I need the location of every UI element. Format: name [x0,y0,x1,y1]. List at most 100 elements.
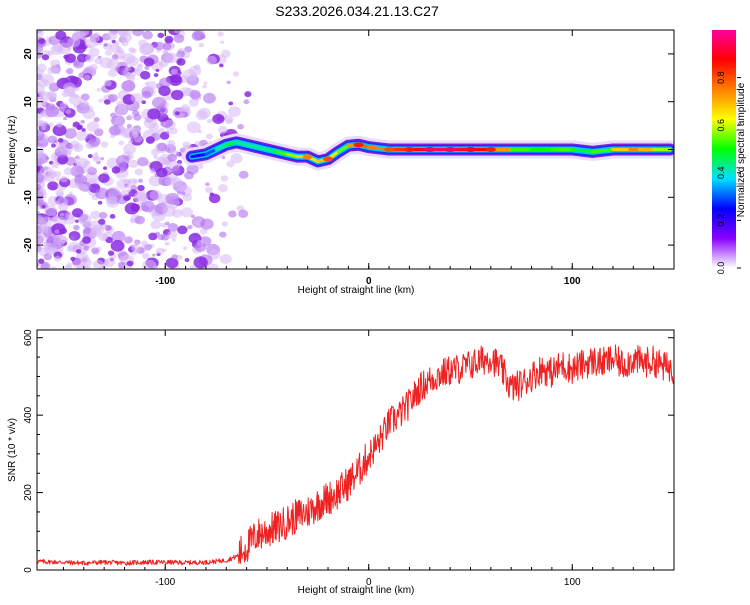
ridge-core-segment [214,143,228,151]
noise-speckle [202,84,207,89]
noise-speckle [174,111,180,116]
noise-speckle [177,190,182,195]
noise-speckle [55,176,61,181]
noise-region [37,30,252,269]
noise-speckle [152,253,156,257]
ridge-core-segment [255,145,269,151]
noise-speckle [37,166,41,172]
y-tick-label: -10 [23,190,34,205]
noise-speckle [137,63,143,68]
noise-speckle [98,232,109,242]
noise-speckle [80,119,85,124]
noise-speckle [220,40,225,44]
noise-speckle [74,161,81,167]
noise-speckle [232,71,240,77]
noise-speckle [56,192,64,198]
noise-speckle [52,234,66,246]
noise-speckle [168,74,183,86]
snr-panel: -100 0 100 0 200 400 600 Height of straight l… [7,329,675,596]
noise-speckle [209,263,219,269]
noise-speckle [224,115,234,124]
noise-speckle [64,128,77,139]
ridge-peak [323,156,334,162]
noise-speckle [186,121,201,134]
noise-speckle [38,226,46,234]
noise-speckle [177,59,182,64]
noise-speckle [41,204,46,209]
noise-speckle [155,68,160,72]
noise-speckle [132,110,140,117]
noise-speckle [230,153,243,164]
noise-speckle [71,208,84,218]
y-tick-label: 200 [23,484,34,501]
noise-speckle [111,54,119,60]
noise-speckle [37,46,43,54]
noise-speckle [159,77,172,88]
ridge-peak [353,142,364,148]
noise-speckle [38,38,46,45]
noise-speckle [98,218,106,225]
noise-speckle [220,175,229,182]
ridge-core-segment [234,140,249,147]
noise-speckle [51,266,57,269]
noise-speckle [37,129,45,141]
noise-speckle [93,260,105,269]
noise-speckle [165,221,170,226]
noise-speckle [177,225,188,235]
x-tick-label: -100 [155,577,175,588]
snr-y-label: SNR (10 * v/v) [7,418,18,482]
noise-speckle [172,167,181,175]
noise-speckle [110,240,125,252]
noise-speckle [121,161,127,167]
y-tick-label: 10 [23,96,34,108]
noise-speckle [106,31,118,41]
noise-speckle [134,215,145,225]
noise-speckle [212,113,225,125]
noise-speckle [187,224,193,230]
noise-speckle [121,80,136,92]
noise-speckle [143,57,155,67]
spectrogram-y-ticks: -20 -10 0 10 20 [23,48,674,252]
noise-speckle [221,155,226,159]
noise-speckle [170,68,178,75]
noise-speckle [107,93,118,103]
noise-speckle [176,50,186,58]
noise-speckle [133,135,143,143]
noise-speckle [200,218,214,230]
noise-speckle [47,135,58,144]
noise-speckle [219,231,227,238]
noise-speckle [63,116,68,121]
noise-speckle [206,55,218,65]
snr-x-label: Height of straight line (km) [298,585,415,596]
noise-speckle [86,121,100,132]
noise-speckle [87,165,93,170]
noise-speckle [203,81,208,85]
noise-speckle [126,56,139,67]
noise-speckle [226,160,235,168]
noise-speckle [37,30,44,38]
noise-speckle [114,66,121,72]
noise-speckle [147,108,161,120]
x-tick-label: 100 [564,577,581,588]
noise-speckle [68,191,73,195]
noise-speckle [164,130,170,135]
ridge-core-segment [245,143,259,149]
noise-speckle [165,257,179,269]
noise-speckle [120,189,129,197]
noise-speckle [219,253,232,264]
noise-speckle [91,224,105,235]
noise-speckle [37,258,45,264]
noise-speckle [177,107,190,118]
noise-speckle [87,166,98,176]
noise-speckle [74,155,80,160]
noise-speckle [50,233,55,238]
noise-speckle [56,197,68,207]
noise-speckle [221,49,231,58]
noise-speckle [173,34,185,44]
noise-speckle [141,200,155,213]
noise-speckle [126,260,134,267]
x-tick-label: 0 [366,577,372,588]
noise-speckle [117,48,125,54]
colorbar-gradient [712,30,736,268]
